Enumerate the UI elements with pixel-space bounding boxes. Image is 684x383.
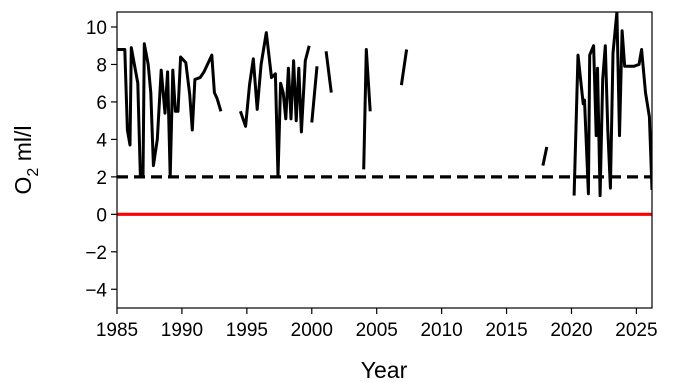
y-axis-label-subscript: 2 — [25, 168, 42, 177]
series-segment-6 — [399, 49, 409, 86]
y-tick-label: 8 — [96, 55, 107, 76]
y-tick-label: −2 — [85, 243, 107, 264]
y-tick-label: −4 — [85, 280, 107, 301]
series-segment-4 — [324, 51, 333, 93]
y-tick-label: 4 — [96, 130, 107, 151]
x-tick-label: 1990 — [161, 320, 203, 341]
series-segment-7 — [541, 146, 549, 166]
x-tick-label: 2000 — [291, 320, 333, 341]
x-tick-label: 2020 — [550, 320, 592, 341]
y-axis-label-main: O — [10, 177, 36, 195]
oxygen-series — [117, 12, 652, 198]
series-segment-5 — [362, 48, 372, 170]
y-tick-label: 10 — [86, 18, 107, 39]
x-tick-label: 2015 — [485, 320, 527, 341]
y-tick-label: 6 — [96, 93, 107, 114]
y-tick-label: 0 — [96, 205, 107, 226]
reference-lines — [117, 175, 652, 216]
x-tick-label: 1985 — [96, 320, 138, 341]
series-segment-1 — [117, 42, 223, 179]
x-tick-label: 1995 — [226, 320, 268, 341]
y-axis-label-unit: ml/l — [10, 126, 36, 168]
x-tick-label: 2025 — [615, 320, 657, 341]
series-segment-3 — [310, 66, 319, 123]
y-axis-ticks: −4 −2 0 2 4 6 8 10 — [85, 18, 117, 301]
series-segment-2 — [238, 31, 311, 179]
x-tick-label: 2005 — [356, 320, 398, 341]
plot-frame — [116, 11, 653, 309]
series-segment-8 — [572, 12, 652, 198]
x-axis-ticks: 1985 1990 1995 2000 2005 2010 2015 2020 2025 — [96, 308, 658, 341]
x-axis-label: Year — [361, 357, 408, 383]
plot-area — [117, 12, 652, 216]
x-tick-label: 2010 — [420, 320, 462, 341]
y-axis-label: O2 ml/l — [10, 126, 42, 195]
y-tick-label: 2 — [96, 168, 107, 189]
